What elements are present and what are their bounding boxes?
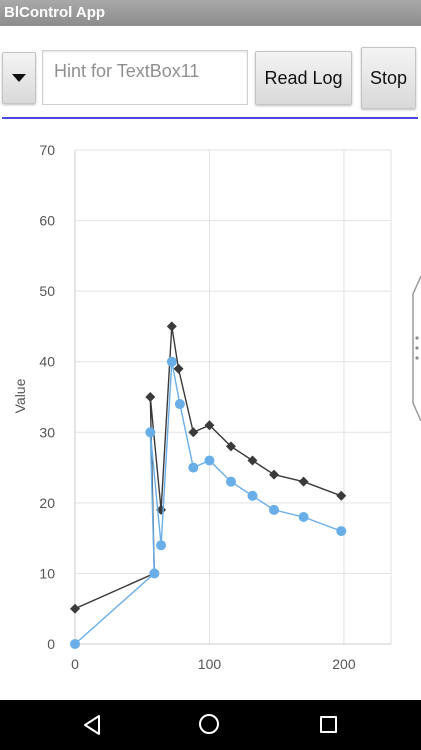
stop-label: Stop [369, 68, 408, 88]
series-1-point [336, 490, 347, 501]
series-1-point [188, 427, 199, 438]
app-title: BlControl App [4, 4, 106, 21]
series-2-point [174, 399, 185, 410]
divider-line [2, 117, 418, 119]
y-tick-label: 20 [39, 495, 55, 511]
navigation-bar [0, 700, 421, 750]
series-2-point [336, 526, 347, 537]
series-2-point [204, 455, 215, 466]
series-2-point [225, 476, 236, 487]
series-2-point [269, 504, 280, 515]
line-chart: 0 10 20 30 40 50 60 70 0 100 200 Value [12, 142, 392, 672]
textbox11[interactable] [42, 50, 248, 105]
side-panel-handle[interactable] [410, 276, 421, 421]
app-title-bar: BlControl App [0, 0, 421, 26]
y-tick-label: 10 [39, 565, 55, 581]
x-tick-label: 100 [198, 656, 222, 672]
series-2-point [188, 462, 199, 473]
x-tick-label: 0 [71, 656, 79, 672]
home-icon[interactable] [199, 714, 219, 734]
series-2-point [149, 568, 160, 579]
textbox11-input[interactable] [43, 51, 247, 82]
series-2-point [145, 427, 156, 438]
series-1-point [70, 603, 80, 614]
y-tick-label: 50 [39, 283, 55, 299]
y-tick-label: 30 [39, 424, 55, 440]
chart-series [70, 321, 347, 649]
series-2-point [298, 511, 309, 522]
series-1-point [225, 441, 236, 452]
y-tick-label: 60 [39, 213, 55, 229]
y-tick-label: 0 [47, 636, 55, 652]
series-1-point [247, 455, 258, 466]
series-1-point [166, 321, 177, 332]
series-2-point [70, 639, 80, 649]
series-1-point [298, 476, 309, 487]
series-2-point [247, 490, 258, 501]
chart-grid [74, 149, 392, 645]
stop-button[interactable]: Stop [361, 47, 416, 109]
series-2-point [166, 356, 177, 367]
series-1-point [173, 363, 184, 374]
read-log-label: Read Log [264, 67, 343, 88]
x-tick-label: 200 [332, 656, 356, 672]
y-tick-label: 70 [39, 142, 55, 158]
back-icon[interactable] [80, 713, 104, 737]
recent-apps-icon[interactable] [320, 716, 337, 733]
chart-axes: 0 10 20 30 40 50 60 70 0 100 200 [39, 142, 391, 672]
y-tick-label: 40 [39, 354, 55, 370]
series-2-point [156, 540, 167, 551]
y-axis-label: Value [12, 378, 28, 413]
series-1-point [145, 392, 156, 402]
caret-down-icon [12, 74, 26, 82]
toolbar: Read Log Stop [0, 26, 421, 120]
series-1-line [74, 326, 342, 610]
dropdown-button[interactable] [2, 52, 36, 104]
read-log-button[interactable]: Read Log [255, 51, 352, 105]
series-1-point [269, 469, 280, 480]
series-1-point [204, 420, 215, 431]
